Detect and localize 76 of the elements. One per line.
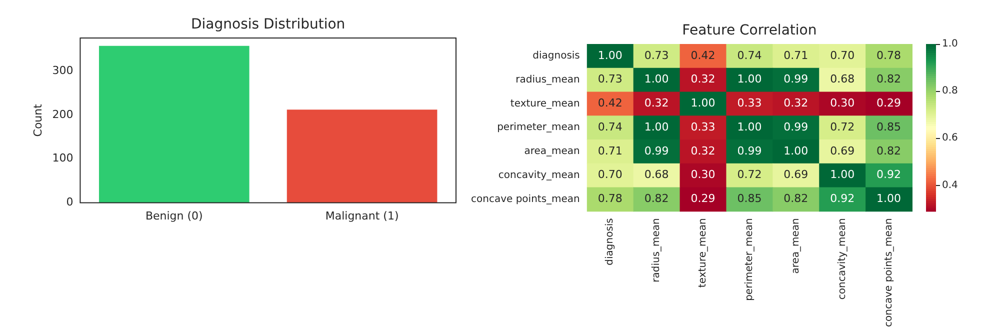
y-tick-label: concavity_mean [498,170,580,181]
data-label: 0.71 [598,144,622,158]
data-label: 0.73 [598,72,622,86]
data-label: 1.00 [830,168,855,182]
data-label: 0.33 [737,96,762,110]
data-label: 1.00 [690,96,716,110]
data-label: 0.73 [644,48,669,62]
x-tick-label: concavity_mean [836,218,848,300]
data-label: 0.99 [784,72,808,86]
y-tick-label: 0 [66,196,74,209]
data-label: 0.72 [737,168,762,182]
data-label: 0.74 [598,120,622,134]
x-tick-label: radius_mean [651,218,662,282]
data-label: 0.29 [876,96,902,110]
y-tick-label: 100 [52,152,74,165]
data-label: 0.32 [784,96,808,110]
data-label: 0.92 [830,192,855,206]
data-label: 0.71 [784,48,808,62]
y-tick-label: 200 [52,108,74,121]
data-label: 0.30 [690,168,716,182]
color-bar-label: 0.4 [942,180,958,191]
x-tick-label: diagnosis [604,218,616,266]
data-label: 0.85 [737,192,762,206]
data-label: 0.82 [876,144,902,158]
data-label: 0.99 [784,120,808,134]
x-tick-label: concave points_mean [883,218,894,328]
color-bar-label: 0.6 [942,132,958,144]
data-label: 1.00 [876,192,902,206]
y-tick-label: area_mean [524,146,580,158]
data-label: 1.00 [644,72,669,86]
data-label: 0.42 [690,48,716,62]
data-label: 0.69 [830,144,855,158]
data-label: 0.82 [876,72,902,86]
data-label: 0.69 [784,168,808,182]
data-label: 0.32 [644,96,669,110]
data-label: 1.00 [784,144,808,158]
data-label: 0.78 [598,192,622,206]
y-axis-title: Count [31,103,44,137]
data-label: 0.32 [690,144,716,158]
y-tick-label: concave points_mean [470,194,580,205]
x-tick-label: texture_mean [698,218,709,288]
data-label: 0.85 [876,120,902,134]
data-label: 0.68 [644,168,669,182]
data-label: 0.70 [598,168,622,182]
data-label: 0.70 [830,48,855,62]
color-bar-label: 0.8 [942,86,958,97]
data-label: 0.33 [690,120,716,134]
y-tick-label: radius_mean [516,74,580,86]
color-bar-label: 1.0 [942,38,958,50]
data-label: 0.92 [876,168,902,182]
data-label: 0.74 [737,48,762,62]
x-tick-label: area_mean [790,218,802,274]
data-label: 0.99 [737,144,762,158]
y-tick-label: texture_mean [510,98,580,110]
data-label: 0.82 [644,192,669,206]
data-label: 1.00 [644,120,669,134]
chart-title: Feature Correlation [682,22,817,39]
data-label: 1.00 [737,72,762,86]
x-tick-label: Benign (0) [145,209,203,222]
data-label: 0.68 [830,72,855,86]
data-label: 1.00 [598,48,622,62]
x-tick-label: Malignant (1) [325,209,399,222]
y-tick-label: diagnosis [532,50,580,62]
y-tick-label: perimeter_mean [497,122,580,134]
data-label: 0.29 [690,192,716,206]
data-label: 0.32 [690,72,716,86]
chart-title: Diagnosis Distribution [191,16,346,33]
data-label: 0.30 [830,96,855,110]
data-label: 0.99 [644,144,669,158]
data-label: 1.00 [737,120,762,134]
data-label: 0.42 [598,96,622,110]
y-tick-label: 300 [52,64,74,77]
data-label: 0.72 [830,120,855,134]
data-label: 0.78 [876,48,902,62]
data-label: 0.82 [784,192,808,206]
x-tick-label: perimeter_mean [744,218,756,301]
